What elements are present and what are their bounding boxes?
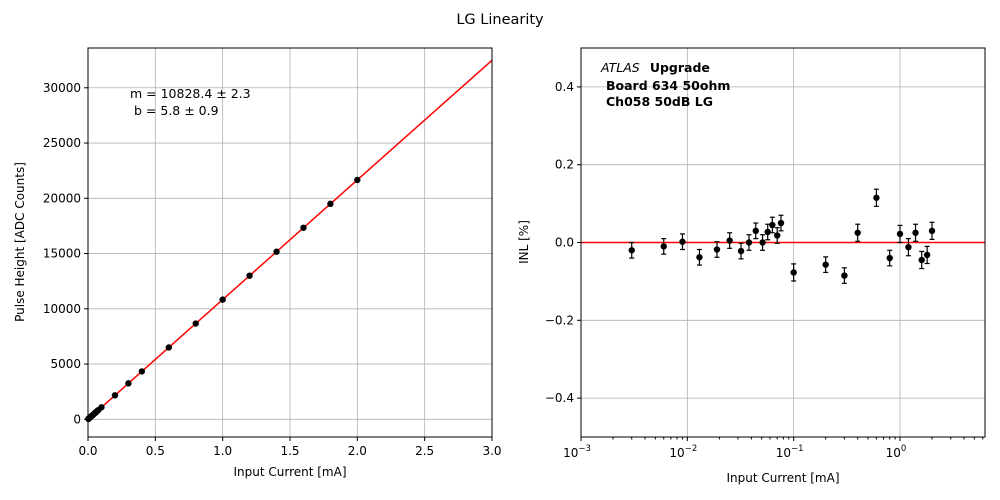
linearity-data-point	[273, 248, 280, 255]
inl-x-tick-label: 10−2	[669, 444, 697, 460]
linearity-x-axis-label: Input Current [mA]	[233, 465, 346, 479]
linearity-y-tick-label: 0	[73, 412, 81, 426]
inl-data-point	[628, 247, 635, 254]
linearity-grid	[87, 48, 493, 437]
inl-data-point	[773, 232, 781, 239]
linearity-y-tick-label: 5000	[50, 357, 81, 371]
inl-data-point	[822, 261, 829, 268]
inl-data-point	[918, 256, 925, 264]
linearity-data-point	[219, 296, 226, 303]
inl-data-point	[679, 238, 686, 245]
linearity-x-tick-label: 1.0	[213, 444, 232, 458]
inl-data-point	[854, 229, 861, 236]
inl-data-point	[923, 251, 931, 259]
inl-data-point	[896, 230, 904, 238]
linearity-y-tick-label: 15000	[43, 247, 81, 261]
linearity-data-point	[354, 176, 361, 184]
linearity-x-tick-label: 1.5	[280, 444, 299, 458]
inl-data-point	[737, 247, 745, 255]
linearity-y-tick-label: 30000	[43, 81, 81, 95]
linearity-x-tick-label: 0.5	[146, 444, 165, 458]
inl-y-tick-label: 0.4	[555, 80, 574, 94]
inl-data-point	[928, 227, 936, 235]
linearity-y-axis-label: Pulse Height [ADC Counts]	[13, 162, 27, 322]
inl-data-point	[759, 239, 766, 246]
inl-data-point	[886, 254, 893, 262]
channel-label: Ch058 50dB LG	[606, 94, 713, 109]
inl-y-tick-label: −0.2	[545, 313, 574, 327]
inl-data-point	[660, 243, 667, 250]
inl-y-axis-label: INL [%]	[517, 220, 531, 264]
linearity-x-tick-label: 2.0	[348, 444, 367, 458]
inl-points	[628, 188, 936, 284]
linearity-y-tick-label: 25000	[43, 136, 81, 150]
inl-plot: 10−3 10−2 10−1 100 −0.4 −0.2 0.0 0.2 0.4 ATLAS U…	[517, 47, 986, 485]
intercept-annotation: b = 5.8 ± 0.9	[134, 103, 219, 118]
figure-title: LG Linearity	[456, 12, 544, 28]
linearity-y-tick-label: 10000	[43, 302, 81, 316]
linear-fit-line	[87, 59, 493, 420]
inl-data-point	[841, 272, 848, 279]
linearity-x-tick-label: 3.0	[482, 444, 501, 458]
upgrade-word: Upgrade	[650, 60, 710, 75]
linearity-plot: 0.0 0.5 1.0 1.5 2.0 2.5 3.0 0 5000 10000 15000 2000…	[13, 47, 502, 479]
inl-data-point	[713, 246, 721, 253]
linearity-x-tick-label: 0.0	[78, 444, 97, 458]
inl-data-point	[745, 239, 753, 246]
linearity-data-point	[138, 368, 146, 375]
inl-data-point	[905, 243, 912, 251]
inl-data-point	[764, 228, 771, 236]
linearity-data-point	[246, 272, 253, 279]
inl-x-axis-label: Input Current [mA]	[726, 471, 839, 485]
linearity-points	[85, 176, 361, 423]
inl-y-tick-label: 0.0	[555, 236, 574, 250]
inl-y-tick-label: 0.2	[555, 158, 574, 172]
inl-data-point	[769, 221, 776, 229]
linearity-data-point	[98, 404, 105, 411]
inl-x-tick-label: 100	[886, 444, 907, 460]
inl-data-point	[752, 227, 759, 235]
linearity-data-point	[111, 392, 119, 399]
linearity-x-tick-label: 2.5	[415, 444, 434, 458]
linearity-data-point	[300, 224, 307, 231]
inl-y-tick-label: −0.4	[545, 391, 574, 405]
inl-data-point	[912, 229, 919, 236]
inl-x-tick-label: 10−1	[776, 444, 804, 460]
atlas-label: ATLAS Upgrade	[600, 57, 710, 76]
atlas-word: ATLAS	[600, 60, 640, 75]
linearity-data-point	[165, 344, 172, 351]
linearity-data-point	[327, 200, 334, 208]
inl-ticks: 10−3 10−2 10−1 100 −0.4 −0.2 0.0 0.2 0.4	[545, 80, 984, 460]
inl-data-point	[790, 269, 797, 276]
slope-annotation: m = 10828.4 ± 2.3	[130, 86, 251, 101]
inl-data-point	[777, 219, 785, 227]
inl-data-point	[873, 194, 880, 201]
inl-data-point	[696, 254, 703, 261]
inl-data-point	[726, 237, 733, 244]
linearity-data-point	[192, 320, 199, 327]
linearity-ticks: 0.0 0.5 1.0 1.5 2.0 2.5 3.0 0 5000 10000 15000 2000…	[43, 81, 502, 458]
linearity-data-point	[125, 380, 132, 387]
inl-x-tick-label: 10−3	[563, 444, 591, 460]
board-label: Board 634 50ohm	[606, 78, 730, 93]
linearity-y-tick-label: 20000	[43, 191, 81, 205]
